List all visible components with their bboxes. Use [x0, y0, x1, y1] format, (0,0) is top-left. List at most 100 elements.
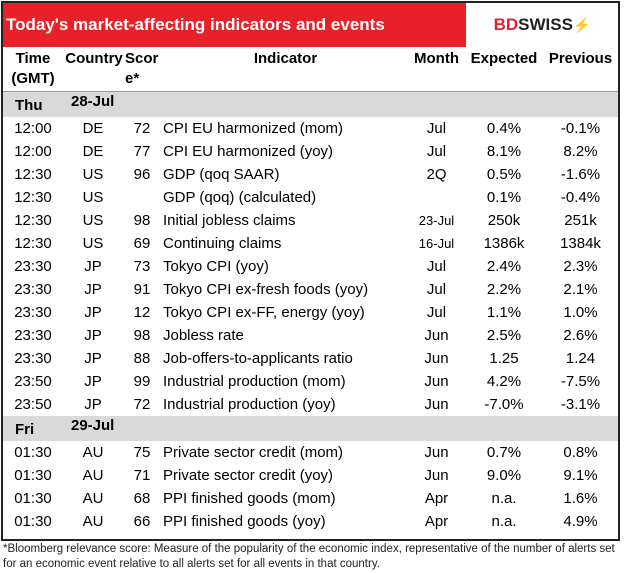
table-row: 12:00 DE 77 CPI EU harmonized (yoy) Jul 8.1% 8… [3, 140, 618, 163]
cell-expected: 0.1% [486, 189, 522, 206]
cell-country: US [82, 235, 104, 252]
table-row: 23:30 JP 98 Jobless rate Jun 2.5% 2.6% [3, 324, 618, 347]
cell-score: 88 [133, 350, 151, 367]
header-indicator: Indicator [253, 50, 318, 67]
cell-country: JP [84, 396, 102, 413]
table-row: 01:30 AU 75 Private sector credit (mom) Jun 0… [3, 441, 618, 464]
cell-previous: 2.3% [563, 258, 598, 275]
cell-previous: 9.1% [563, 467, 598, 484]
cell-month: Jul [426, 258, 447, 275]
cell-expected: 0.7% [486, 444, 522, 461]
cell-previous: 8.2% [563, 143, 598, 160]
cell-expected: -7.0% [484, 396, 524, 413]
cell-indicator: Private sector credit (mom) [163, 444, 344, 461]
cell-time: 12:30 [14, 189, 52, 206]
cell-previous: 251k [564, 212, 597, 229]
cell-month: Jun [424, 467, 449, 484]
cell-indicator: Industrial production (yoy) [163, 396, 336, 413]
table-row: 12:30 US GDP (qoq) (calculated) 0.1% -0.4% [3, 186, 618, 209]
logo-bd: BD [493, 15, 519, 34]
cell-country: DE [82, 143, 104, 160]
table-row: 12:00 DE 72 CPI EU harmonized (mom) Jul 0.4% -… [3, 117, 618, 140]
cell-previous: -0.1% [560, 120, 601, 137]
cell-expected: 1.1% [486, 304, 522, 321]
cell-time: 01:30 [14, 490, 52, 507]
cell-month: 16-Jul [418, 236, 455, 251]
cell-time: 23:30 [14, 304, 52, 321]
cell-expected: 0.5% [486, 166, 522, 183]
day-date: 29-Jul [71, 417, 115, 434]
cell-indicator: Jobless rate [163, 327, 244, 344]
day-header-row: Fri 29-Jul [3, 416, 618, 441]
cell-indicator: Tokyo CPI (yoy) [163, 258, 269, 275]
cell-month: Jun [424, 373, 449, 390]
cell-month: 2Q [426, 166, 447, 183]
cell-time: 12:30 [14, 212, 52, 229]
cell-month: Apr [424, 513, 449, 530]
cell-score: 66 [133, 513, 151, 530]
cell-time: 12:00 [14, 120, 52, 137]
cell-previous: -3.1% [560, 396, 601, 413]
cell-indicator: Private sector credit (yoy) [163, 467, 334, 484]
cell-expected: 250k [487, 212, 521, 229]
table-row: 12:30 US 98 Initial jobless claims 23-Jul 250… [3, 209, 618, 232]
cell-score: 72 [133, 396, 151, 413]
cell-score: 77 [133, 143, 151, 160]
bdswiss-logo: BDSWISS⚡ [466, 3, 618, 47]
table-row: 23:50 JP 72 Industrial production (yoy) Jun -… [3, 393, 618, 416]
cell-country: US [82, 166, 104, 183]
day-header-row: Thu 28-Jul [3, 92, 618, 117]
table-row: 12:30 US 69 Continuing claims 16-Jul 1386k 138… [3, 232, 618, 255]
cell-score: 91 [133, 281, 151, 298]
table-row: 01:30 AU 66 PPI finished goods (yoy) Apr n.a.… [3, 510, 618, 533]
cell-previous: 1384k [560, 235, 601, 252]
cell-previous: 0.8% [563, 444, 598, 461]
table-frame: Today's market-affecting indicators and … [1, 1, 620, 541]
table-row: 23:50 JP 99 Industrial production (mom) Jun 4… [3, 370, 618, 393]
cell-country: AU [82, 490, 104, 507]
logo-arrow-icon: ⚡ [572, 17, 591, 33]
table-header: Time (GMT) Country Score* Indicator Mont… [3, 47, 618, 92]
logo-swiss: SWISS [518, 15, 573, 34]
cell-month: Jul [426, 120, 447, 137]
footnote: *Bloomberg relevance score: Measure of t… [3, 543, 615, 570]
cell-country: JP [84, 281, 102, 298]
header-month: Month [414, 50, 459, 67]
cell-month: Jun [424, 350, 449, 367]
cell-indicator: Tokyo CPI ex-FF, energy (yoy) [163, 304, 365, 321]
cell-score: 98 [133, 212, 151, 229]
cell-country: DE [82, 120, 104, 137]
header-country: Country [65, 50, 123, 67]
cell-previous: 2.1% [563, 281, 598, 298]
cell-indicator: Job-offers-to-applicants ratio [163, 350, 353, 367]
cell-country: US [82, 212, 104, 229]
cell-country: JP [84, 373, 102, 390]
cell-indicator: Tokyo CPI ex-fresh foods (yoy) [163, 281, 369, 298]
table-row: 23:30 JP 88 Job-offers-to-applicants ratio J… [3, 347, 618, 370]
page-title: Today's market-affecting indicators and … [3, 3, 466, 47]
cell-expected: 4.2% [486, 373, 522, 390]
cell-country: AU [82, 444, 104, 461]
cell-time: 23:30 [14, 281, 52, 298]
cell-indicator: PPI finished goods (mom) [163, 490, 336, 507]
cell-previous: 1.0% [563, 304, 598, 321]
cell-expected: 1386k [483, 235, 525, 252]
cell-score: 69 [133, 235, 151, 252]
cell-expected: n.a. [491, 513, 517, 530]
header-time: Time (GMT) [11, 50, 55, 87]
cell-score: 98 [133, 327, 151, 344]
cell-previous: 2.6% [563, 327, 598, 344]
cell-previous: 1.24 [565, 350, 596, 367]
cell-score: 73 [133, 258, 151, 275]
cell-time: 23:50 [14, 396, 52, 413]
cell-score: 12 [133, 304, 151, 321]
table-row: 23:30 JP 73 Tokyo CPI (yoy) Jul 2.4% 2.3% [3, 255, 618, 278]
cell-country: JP [84, 304, 102, 321]
cell-month: Jul [426, 281, 447, 298]
day-date: 28-Jul [71, 93, 115, 110]
cell-expected: 9.0% [486, 467, 522, 484]
cell-time: 01:30 [14, 467, 52, 484]
cell-time: 23:30 [14, 258, 52, 275]
table-row: 12:30 US 96 GDP (qoq SAAR) 2Q 0.5% -1.6% [3, 163, 618, 186]
cell-indicator: GDP (qoq) (calculated) [163, 189, 317, 206]
